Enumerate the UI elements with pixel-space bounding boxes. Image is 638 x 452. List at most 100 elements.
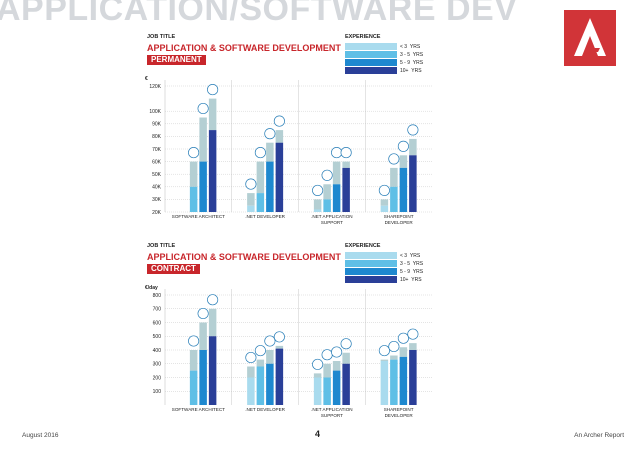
value-bubble bbox=[312, 184, 324, 196]
bar-range bbox=[208, 308, 217, 337]
bar bbox=[390, 359, 398, 405]
bar bbox=[332, 370, 341, 405]
y-tick-label: 100 bbox=[153, 389, 162, 395]
bar bbox=[380, 205, 389, 212]
value-bubble bbox=[188, 147, 200, 159]
y-axis-unit: € bbox=[145, 76, 148, 82]
bar-range bbox=[208, 98, 217, 131]
value-bubble bbox=[397, 140, 409, 152]
bar bbox=[323, 199, 331, 212]
y-tick-label: 300 bbox=[153, 362, 162, 368]
value-bubble bbox=[254, 147, 266, 159]
bar-range bbox=[247, 193, 255, 206]
bar-range bbox=[332, 161, 341, 185]
job-title-label: JOB TITLE bbox=[147, 243, 176, 249]
value-bubble bbox=[273, 331, 285, 343]
legend-range: < 3 YRS bbox=[400, 253, 421, 259]
bar-range bbox=[342, 161, 350, 168]
category-label: .NET APPLICATION bbox=[311, 214, 352, 219]
bar bbox=[323, 377, 331, 405]
value-bubble bbox=[388, 340, 400, 353]
bar bbox=[275, 142, 284, 212]
bar bbox=[199, 350, 207, 405]
category-label: SUPPORT bbox=[321, 220, 343, 225]
category-label: SUPPORT bbox=[321, 413, 343, 418]
y-tick-label: 800 bbox=[153, 293, 162, 299]
category-label: DEVELOPER bbox=[385, 413, 414, 418]
bar bbox=[256, 193, 265, 212]
value-bubble bbox=[378, 184, 390, 196]
bar bbox=[342, 167, 350, 212]
footer-report: An Archer Report bbox=[574, 432, 624, 439]
bar bbox=[208, 336, 217, 405]
category-label: .NET DEVELOPER bbox=[245, 214, 285, 219]
y-tick-label: 70K bbox=[152, 147, 162, 153]
page-number: 4 bbox=[315, 429, 321, 439]
bar bbox=[332, 184, 341, 212]
legend-range: < 3 YRS bbox=[400, 44, 421, 50]
bar-range bbox=[323, 363, 331, 378]
experience-label: EXPERIENCE bbox=[345, 34, 381, 40]
bar bbox=[409, 350, 417, 405]
bar-range bbox=[313, 199, 322, 210]
value-bubble bbox=[264, 128, 276, 140]
section-title-contract: APPLICATION & SOFTWARE DEVELOPMENT bbox=[147, 252, 341, 262]
value-bubble bbox=[273, 115, 285, 127]
bar-range bbox=[332, 361, 341, 371]
bar-range bbox=[399, 347, 408, 357]
legend-range: 3 - 5 YRS bbox=[400, 261, 424, 267]
value-bubble bbox=[245, 178, 257, 190]
bar bbox=[247, 205, 255, 212]
legend-swatch-10plus bbox=[345, 276, 397, 283]
value-bubble bbox=[407, 124, 419, 136]
bar bbox=[313, 209, 322, 212]
section-title-permanent: APPLICATION & SOFTWARE DEVELOPMENT bbox=[147, 43, 341, 53]
y-tick-label: 80K bbox=[152, 134, 162, 140]
bar bbox=[266, 363, 274, 405]
category-label: SOFTWARE ARCHITECT bbox=[172, 214, 225, 219]
bar bbox=[247, 377, 255, 405]
bar-range bbox=[199, 117, 207, 162]
bar-range bbox=[266, 350, 274, 364]
bar-range bbox=[266, 142, 274, 162]
archer-logo bbox=[564, 10, 616, 66]
y-tick-label: 120K bbox=[149, 84, 161, 90]
value-bubble bbox=[245, 351, 257, 364]
value-bubble bbox=[197, 102, 209, 115]
bar bbox=[275, 348, 284, 405]
value-bubble bbox=[254, 345, 266, 357]
bar bbox=[266, 161, 274, 212]
bar bbox=[189, 186, 198, 212]
legend-swatch-10plus bbox=[345, 67, 397, 74]
bar-range bbox=[409, 343, 417, 350]
bar-range bbox=[247, 366, 255, 378]
value-bubble bbox=[312, 358, 324, 370]
value-bubble bbox=[378, 345, 390, 357]
legend-swatch-5to9 bbox=[345, 59, 397, 66]
legend-swatch-5to9 bbox=[345, 268, 397, 275]
experience-label: EXPERIENCE bbox=[345, 243, 381, 249]
legend-swatch-lt3 bbox=[345, 43, 397, 50]
y-tick-label: 90K bbox=[152, 122, 162, 128]
bar-range bbox=[342, 352, 350, 364]
value-bubble bbox=[207, 84, 219, 96]
legend-range: 3 - 5 YRS bbox=[400, 52, 424, 58]
bar-range bbox=[199, 322, 207, 350]
bar bbox=[399, 356, 408, 405]
y-axis-unit: €/day bbox=[145, 285, 158, 291]
bar bbox=[189, 370, 198, 405]
job-title-label: JOB TITLE bbox=[147, 34, 176, 40]
bar bbox=[399, 167, 408, 212]
value-bubble bbox=[321, 169, 333, 181]
legend-swatch-3to5 bbox=[345, 260, 397, 267]
category-label: .NET APPLICATION bbox=[311, 407, 352, 412]
y-tick-label: 50K bbox=[152, 172, 162, 178]
category-label: .NET DEVELOPER bbox=[245, 407, 285, 412]
category-label: SHAREPOINT bbox=[384, 407, 414, 412]
y-tick-label: 500 bbox=[153, 334, 162, 340]
bar-range bbox=[390, 167, 398, 187]
bar-range bbox=[390, 355, 398, 360]
bar-range bbox=[380, 359, 389, 361]
tag-permanent: PERMANENT bbox=[147, 55, 206, 65]
